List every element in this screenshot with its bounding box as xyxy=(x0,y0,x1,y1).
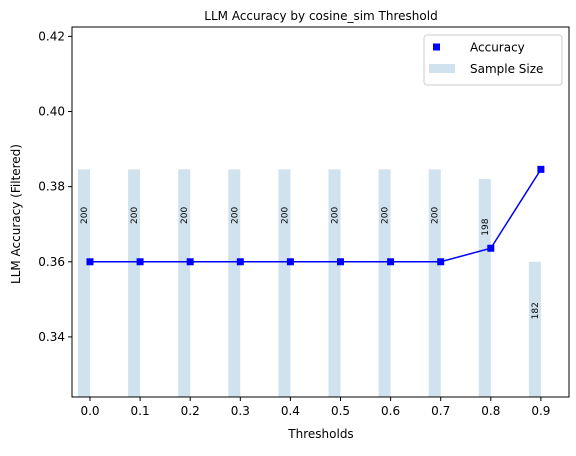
line-layer xyxy=(86,165,545,266)
y-tick-label: 0.40 xyxy=(38,105,65,119)
accuracy-line xyxy=(90,168,542,263)
x-tick-label: 0.4 xyxy=(281,404,300,418)
sample-size-bar xyxy=(128,169,141,397)
bars-layer xyxy=(78,169,541,397)
bar-labels-layer: 200 200 200 200 200 200 200 200 198 182 xyxy=(80,207,541,320)
bar-value-label: 200 xyxy=(431,207,441,224)
x-tick-label: 0.0 xyxy=(80,404,99,418)
y-tick-label: 0.34 xyxy=(38,330,65,344)
sample-size-bar xyxy=(228,169,241,397)
legend-box xyxy=(423,34,563,86)
bar-value-label: 182 xyxy=(531,302,541,319)
x-tick-label: 0.3 xyxy=(231,404,250,418)
sample-size-bar xyxy=(78,169,90,397)
x-tick-label: 0.8 xyxy=(481,404,500,418)
sample-size-bar xyxy=(378,169,391,397)
accuracy-marker xyxy=(186,258,194,266)
accuracy-marker xyxy=(487,244,495,252)
sample-size-bar xyxy=(528,261,541,397)
bar-value-label: 200 xyxy=(331,207,341,224)
bar-value-label: 200 xyxy=(381,207,391,224)
accuracy-marker xyxy=(337,258,344,266)
legend-accuracy-marker xyxy=(433,43,440,51)
chart-title: LLM Accuracy by cosine_sim Threshold xyxy=(204,9,437,23)
bar-value-label: 200 xyxy=(280,207,290,224)
y-tick-label: 0.36 xyxy=(38,255,65,269)
x-tick-label: 0.5 xyxy=(331,404,350,418)
legend-sample-size-swatch xyxy=(429,64,455,73)
sample-size-bar xyxy=(478,179,491,397)
bar-value-label: 198 xyxy=(481,218,491,235)
y-tick-label: 0.42 xyxy=(38,29,65,43)
x-tick-label: 0.9 xyxy=(531,404,550,418)
bar-value-label: 200 xyxy=(130,207,140,224)
accuracy-marker xyxy=(86,258,94,266)
sample-size-bar xyxy=(328,169,341,397)
sample-size-bar xyxy=(178,169,191,397)
x-tick-label: 0.7 xyxy=(431,404,450,418)
x-tick-label: 0.1 xyxy=(131,404,150,418)
bar-value-label: 200 xyxy=(230,207,240,224)
legend-sample-size-label: Sample Size xyxy=(470,62,543,76)
accuracy-marker xyxy=(387,258,395,266)
accuracy-marker xyxy=(437,258,445,266)
accuracy-marker xyxy=(537,165,545,173)
x-axis-label: Thresholds xyxy=(287,427,353,441)
sample-size-bar xyxy=(428,169,441,397)
bar-value-label: 200 xyxy=(180,207,190,224)
plot-frame xyxy=(71,26,570,398)
y-tick-label: 0.38 xyxy=(38,180,65,194)
sample-size-bar xyxy=(278,169,291,397)
bar-value-label: 200 xyxy=(80,207,90,224)
legend-accuracy-label: Accuracy xyxy=(470,41,525,55)
accuracy-marker xyxy=(236,258,244,266)
accuracy-marker xyxy=(136,258,144,266)
y-axis-label: LLM Accuracy (Filtered) xyxy=(9,144,23,284)
accuracy-marker xyxy=(286,258,294,266)
axes-layer: 0.34 0.36 0.38 0.40 0.42 0.0 0.1 0.2 0.3 0.4 0.5 0.… xyxy=(38,26,570,418)
legend: Accuracy Sample Size xyxy=(423,34,563,86)
x-tick-label: 0.2 xyxy=(181,404,200,418)
x-tick-label: 0.6 xyxy=(381,404,400,418)
